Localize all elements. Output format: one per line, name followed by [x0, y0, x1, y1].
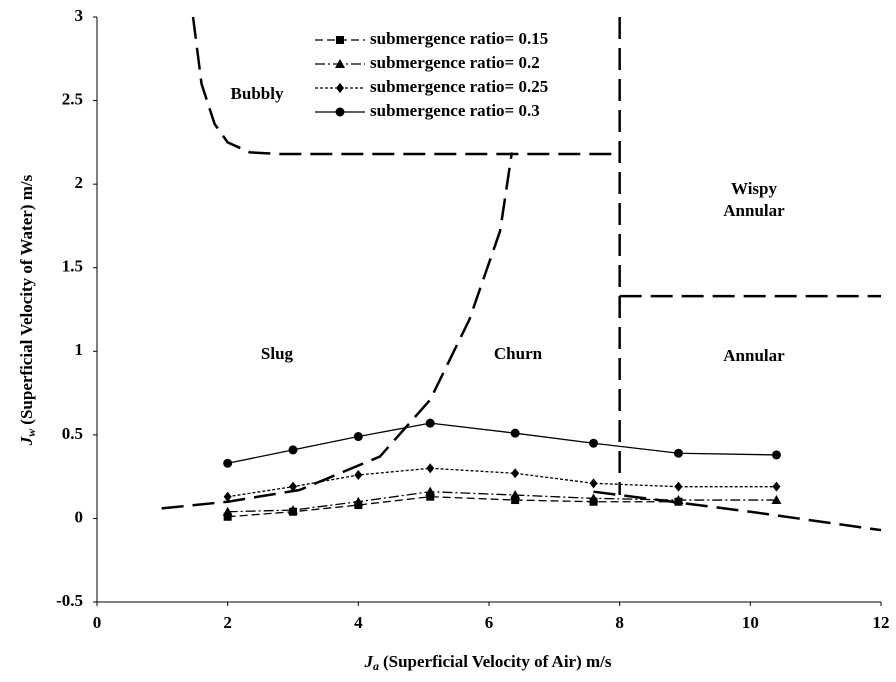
y-tick-label: 2: [75, 173, 84, 192]
marker: [511, 468, 520, 479]
marker: [510, 490, 521, 500]
marker: [354, 469, 363, 480]
marker: [425, 418, 435, 428]
series-line: [227, 491, 777, 513]
regime-boundary: [161, 152, 514, 510]
legend-marker: [335, 107, 345, 117]
x-tick-label: 10: [742, 613, 759, 632]
legend-marker: [336, 36, 344, 44]
marker: [589, 478, 598, 489]
marker: [673, 495, 684, 505]
x-tick-label: 4: [354, 613, 363, 632]
marker: [588, 493, 599, 503]
region-label: Bubbly: [231, 84, 284, 103]
x-axis-title: Ja (Superficial Velocity of Air) m/s: [363, 652, 611, 673]
legend-label: submergence ratio= 0.2: [370, 53, 540, 72]
x-tick-label: 0: [93, 613, 102, 632]
y-tick-label: 0: [75, 507, 84, 526]
marker: [511, 496, 520, 505]
regime-boundary: [191, 16, 620, 156]
marker: [289, 481, 297, 492]
region-label: Slug: [261, 344, 294, 363]
series-line: [227, 467, 777, 498]
marker: [674, 481, 683, 492]
y-tick-label: -0.5: [56, 591, 83, 610]
x-tick-label: 12: [873, 613, 890, 632]
y-tick-label: 3: [75, 6, 84, 25]
legend-label: submergence ratio= 0.25: [370, 77, 548, 96]
marker: [673, 448, 683, 458]
marker: [288, 445, 298, 455]
x-tick-label: 8: [615, 613, 624, 632]
x-tick-label: 2: [223, 613, 232, 632]
x-tick-label: 6: [485, 613, 494, 632]
marker: [771, 450, 781, 460]
y-tick-label: 2.5: [62, 89, 83, 108]
y-tick-label: 1: [75, 340, 84, 359]
marker: [426, 463, 435, 474]
y-tick-label: 1.5: [62, 257, 83, 276]
marker: [426, 492, 435, 501]
series-line: [227, 422, 777, 464]
legend-marker: [336, 83, 344, 93]
marker: [771, 495, 782, 505]
legend-label: submergence ratio= 0.15: [370, 29, 548, 48]
marker: [425, 486, 436, 496]
marker: [222, 506, 233, 516]
marker: [223, 491, 232, 502]
marker: [589, 438, 599, 448]
marker: [223, 512, 232, 521]
region-label: Annular: [723, 346, 785, 365]
marker: [353, 496, 364, 506]
y-tick-label: 0.5: [62, 424, 83, 443]
regime-boundary: [593, 490, 882, 532]
region-label: Annular: [723, 201, 785, 220]
legend-marker: [335, 59, 345, 68]
marker: [223, 458, 233, 468]
marker: [772, 481, 781, 492]
marker: [353, 432, 363, 442]
region-label: Wispy: [731, 179, 777, 198]
region-label: Churn: [494, 344, 543, 363]
marker: [510, 428, 520, 438]
y-axis-title: Jw(Superficial Velocity of Water) m/s: [17, 174, 38, 446]
legend-label: submergence ratio= 0.3: [370, 101, 540, 120]
marker: [288, 505, 298, 515]
